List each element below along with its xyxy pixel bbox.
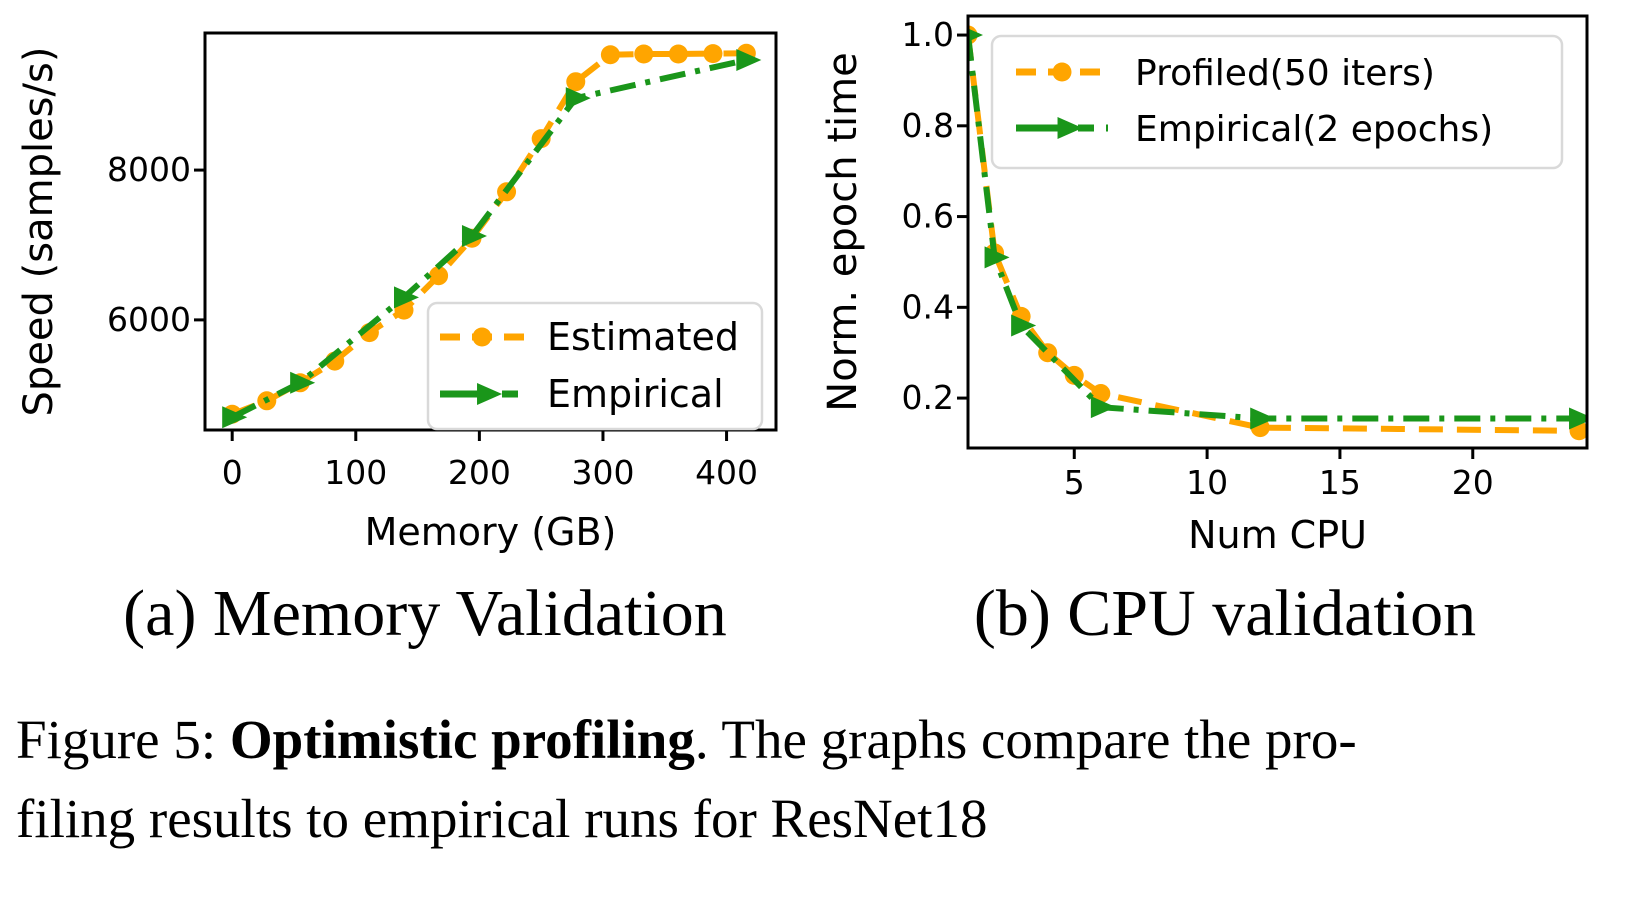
data-point-circle-estimated xyxy=(600,45,620,65)
x-tick-label: 5 xyxy=(1064,463,1085,502)
legend-label-empirical: Empirical xyxy=(547,372,724,416)
x-tick-label: 20 xyxy=(1452,463,1494,502)
data-point-circle-profiled-50-iters xyxy=(1091,384,1111,404)
memory-validation-x-axis-label: Memory (GB) xyxy=(365,510,617,554)
data-point-arrow-empirical-2-epochs xyxy=(1090,396,1116,419)
subcaption-cpu-validation: (b) CPU validation xyxy=(973,577,1477,650)
memory-validation-y-axis: 6000 8000 xyxy=(107,150,205,339)
data-point-circle-estimated xyxy=(703,44,723,64)
memory-validation-series-empirical xyxy=(222,48,762,429)
caption-line1-rest: . The graphs compare the pro- xyxy=(694,709,1357,770)
data-point-circle-legend-profiled-50-iters xyxy=(1052,62,1072,82)
caption-bold-title: Optimistic profiling xyxy=(229,709,695,770)
series-line-empirical xyxy=(230,57,747,420)
x-tick-label: 300 xyxy=(571,453,634,492)
data-point-arrow-empirical xyxy=(222,406,248,429)
legend-box xyxy=(990,34,1564,170)
data-point-arrow-legend-empirical xyxy=(477,383,503,405)
data-point-arrow-empirical-2-epochs xyxy=(984,246,1010,269)
data-point-circle-estimated xyxy=(668,44,688,64)
series-line-profiled-50-iters xyxy=(968,34,1580,434)
x-tick-label: 100 xyxy=(324,453,387,492)
memory-validation-y-axis-label: Speed (samples/s) xyxy=(16,47,62,417)
data-point-circle-estimated xyxy=(566,72,586,92)
figure-caption: Figure 5: Optimistic profiling. The grap… xyxy=(16,700,1628,858)
legend-label-estimated: Estimated xyxy=(547,315,739,359)
data-point-arrow-empirical xyxy=(461,224,487,247)
data-point-arrow-empirical xyxy=(736,48,762,71)
x-tick-label: 400 xyxy=(695,453,758,492)
series-line-estimated xyxy=(231,50,747,418)
cpu-validation-series-empirical-2-epochs xyxy=(968,28,1587,430)
caption-prefix: Figure 5: xyxy=(16,709,230,770)
x-tick-label: 10 xyxy=(1186,463,1228,502)
cpu-validation-legend: Profiled(50 iters) Empirical(2 epochs) xyxy=(990,34,1564,170)
data-point-circle-legend-estimated xyxy=(472,327,492,347)
legend-label-empirical-2-epochs: Empirical(2 epochs) xyxy=(1135,109,1493,150)
legend-label-profiled-50-iters: Profiled(50 iters) xyxy=(1135,53,1435,94)
caption-line2: filing results to empirical runs for Res… xyxy=(16,788,988,850)
cpu-validation-plot-frame xyxy=(966,14,1589,450)
data-point-arrow-empirical xyxy=(393,286,419,309)
data-point-circle-profiled-50-iters xyxy=(1064,365,1084,385)
cpu-validation-x-axis-label: Num CPU xyxy=(1188,513,1367,557)
y-tick-label: 0.2 xyxy=(902,378,954,417)
data-point-circle-estimated xyxy=(429,266,449,286)
y-tick-label: 0.6 xyxy=(902,197,954,236)
data-point-arrow-empirical-2-epochs xyxy=(1250,407,1276,430)
cpu-validation-y-axis-label: Norm. epoch time xyxy=(820,52,866,411)
memory-validation-legend: Estimated Empirical xyxy=(426,301,764,431)
data-point-arrow-empirical-2-epochs xyxy=(1011,314,1037,337)
y-tick-label: 1.0 xyxy=(902,15,954,54)
data-point-arrow-legend-empirical-2-epochs xyxy=(1057,117,1083,139)
y-tick-label: 8000 xyxy=(107,150,191,189)
data-point-arrow-empirical-2-epochs xyxy=(1569,407,1587,430)
cpu-validation-y-axis: 0.2 0.4 0.6 0.8 1.0 xyxy=(902,15,968,417)
series-line-empirical-2-epochs xyxy=(968,34,1579,422)
memory-validation-x-axis: 0 100 200 300 400 xyxy=(222,430,758,492)
x-tick-label: 200 xyxy=(448,453,511,492)
data-point-circle-estimated xyxy=(634,44,654,64)
data-point-arrow-empirical xyxy=(290,371,316,394)
data-point-arrow-empirical-2-epochs xyxy=(968,28,983,42)
data-point-arrow-empirical xyxy=(565,87,591,110)
memory-validation-chart: 0 100 200 300 400 6000 8000 Memory (GB) Speed (s… xyxy=(16,31,778,554)
cpu-validation-x-axis: 5 10 15 20 xyxy=(1064,448,1494,502)
y-tick-label: 0.4 xyxy=(902,287,954,326)
cpu-validation-chart: 5 10 15 20 0.2 0.4 0.6 0.8 1.0 Num CPU Norm. epoch… xyxy=(820,14,1589,557)
x-tick-label: 15 xyxy=(1319,463,1361,502)
x-tick-label: 0 xyxy=(222,453,243,492)
subcaption-memory-validation: (a) Memory Validation xyxy=(123,577,727,650)
y-tick-label: 0.8 xyxy=(902,106,954,145)
y-tick-label: 6000 xyxy=(107,300,191,339)
